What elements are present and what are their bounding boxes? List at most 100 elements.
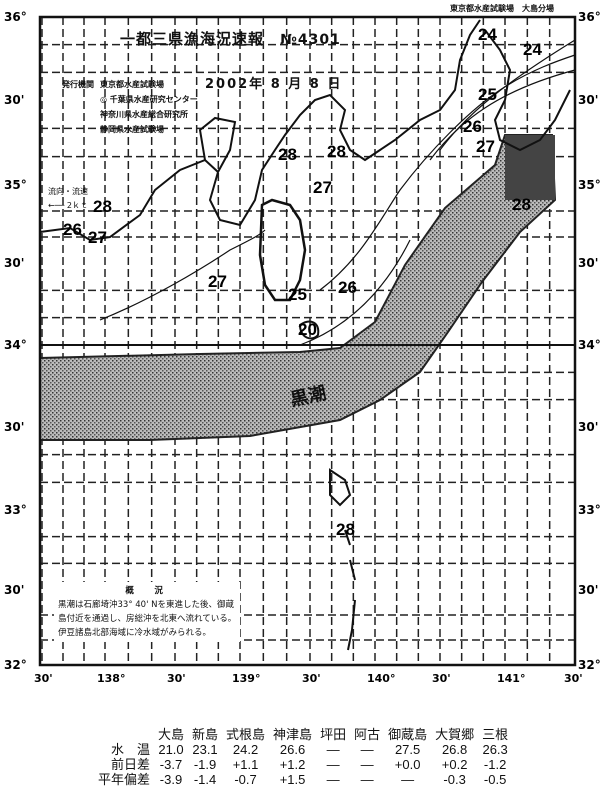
lat-label-left: 36° [4,10,27,24]
table-cell: -1.2 [483,757,507,772]
table-cell: -1.4 [193,772,217,787]
publisher: 東京都水産試験場 [100,80,164,89]
column-header: 三根 [482,727,509,742]
isotherm-label: 26 [463,117,482,136]
summary-line: 島付近を通過し、房総沖を北東へ流れている。 [58,614,237,624]
lat-label-left: 34° [4,338,27,352]
coastline [39,19,571,651]
table-cell: -0.7 [234,772,257,787]
lat-label-right: 34° [578,338,600,352]
isotherm-label: 25 [288,285,307,304]
table-row: 水 温 21.0 23.1 24.2 26.6 — — 27.5 26.8 26.3 [56,742,512,757]
legend-label: 流向・流速 [48,187,88,196]
column-header: 阿古 [354,727,381,742]
publisher: ◎ 千葉県水産研究センター [100,95,198,104]
table-cell: 23.1 [192,742,218,757]
lon-label: 30' [167,672,186,685]
issue-number: №4301 [280,32,341,48]
summary-heading: 概 況 [125,586,169,596]
lat-label-right: 33° [578,503,600,517]
publisher: 神奈川県水産総合研究所 [100,110,188,119]
table-cell: -0.5 [483,772,507,787]
isotherm-label: 26 [338,278,357,297]
table-cell: +1.5 [279,772,306,787]
publisher-label: 発行機関 [62,80,94,89]
isotherm-label: 26 [63,220,82,239]
lat-label-right: 36° [578,10,600,24]
lat-label-left: 30' [4,256,24,270]
column-header: 式根島 [226,727,266,742]
table-cell: -0.3 [443,772,466,787]
lat-label-right: 35° [578,178,600,192]
table-cell: +1.2 [279,757,306,772]
table-cell: +0.0 [394,757,421,772]
lat-label-right: 32° [578,658,600,672]
table-cell: 27.5 [394,742,421,757]
station-temperature-table: 大島 新島 式根島 神津島 坪田 阿古 御蔵島 大賀郷 三根 水 温 21.0 23… [56,727,512,787]
table-cell: -3.7 [159,757,183,772]
isotherm-label: 28 [512,195,531,214]
isotherm-label: 24 [478,25,497,44]
table-cell: 26.6 [279,742,306,757]
isotherm-label: 28 [93,197,112,216]
lat-label-left: 32° [4,658,27,672]
table-cell: 21.0 [158,742,184,757]
lon-label: 30' [302,672,321,685]
table-cell: +0.2 [441,757,468,772]
table-header-row: 大島 新島 式根島 神津島 坪田 阿古 御蔵島 大賀郷 三根 [56,727,512,742]
isotherm-label: 27 [208,272,227,291]
table-cell: 26.8 [441,742,468,757]
table-row: 平年偏差 -3.9 -1.4 -0.7 +1.5 — — — -0.3 -0.5 [56,772,512,787]
isotherm-label: 28 [327,142,346,161]
legend-arrow: ←── 2ｋｔ [48,201,88,210]
lon-label: 30' [564,672,583,685]
row-label: 平年偏差 [97,772,150,787]
isotherm-label: 27 [313,178,332,197]
table-cell: +1.1 [232,757,259,772]
lat-label-left: 30' [4,583,24,597]
isotherm-label: 27 [476,137,495,156]
lon-label: 30' [34,672,53,685]
row-label: 水 温 [110,742,150,757]
table-cell: 24.2 [232,742,259,757]
column-header: 大島 [158,727,185,742]
table-cell: — [401,772,415,787]
isotherm-label: 24 [523,40,542,59]
lat-label-right: 30' [578,583,598,597]
table-cell: — [326,757,340,772]
current-legend: 流向・流速 ←── 2ｋｔ [48,185,88,213]
lat-label-right: 30' [578,93,598,107]
bulletin-title: 一都三県漁海況速報 №4301 [120,28,341,49]
column-header: 御蔵島 [388,727,428,742]
column-header: 大賀郷 [435,727,475,742]
publisher: 静岡県水産試験場 [100,125,164,134]
table-cell: — [360,757,374,772]
lat-label-left: 35° [4,178,27,192]
isotherm-label: 28 [278,145,297,164]
table-cell: -3.9 [159,772,183,787]
lon-label: 30' [432,672,451,685]
lat-label-right: 30' [578,256,598,270]
summary-line: 黒潮は石廊埼沖33° 40' Nを東進した後、御蔵 [58,600,234,610]
isotherm-label: 25 [478,85,497,104]
title-text: 一都三県漁海況速報 [120,30,265,48]
lat-label-left: 30' [4,93,24,107]
lon-label: 141° [497,672,525,685]
table-cell: — [360,772,374,787]
table-cell: 26.3 [482,742,508,757]
table-cell: — [360,742,374,757]
table-row: 前日差 -3.7 -1.9 +1.1 +1.2 — — +0.0 +0.2 -1.2 [56,757,512,772]
table-cell: — [326,772,340,787]
lat-label-left: 30' [4,420,24,434]
bulletin-date: 2002年 8 月 8 日 [205,77,343,92]
publishers: 発行機関 東京都水産試験場 ◎ 千葉県水産研究センター 神奈川県水産総合研究所 静… [62,77,198,137]
column-header: 神津島 [273,727,313,742]
isotherms [99,39,576,346]
lon-label: 139° [232,672,260,685]
lon-label: 140° [367,672,395,685]
lat-label-right: 30' [578,420,598,434]
summary-box: 概 況 黒潮は石廊埼沖33° 40' Nを東進した後、御蔵 島付近を通過し、房総… [54,582,241,642]
column-header: 新島 [192,727,219,742]
